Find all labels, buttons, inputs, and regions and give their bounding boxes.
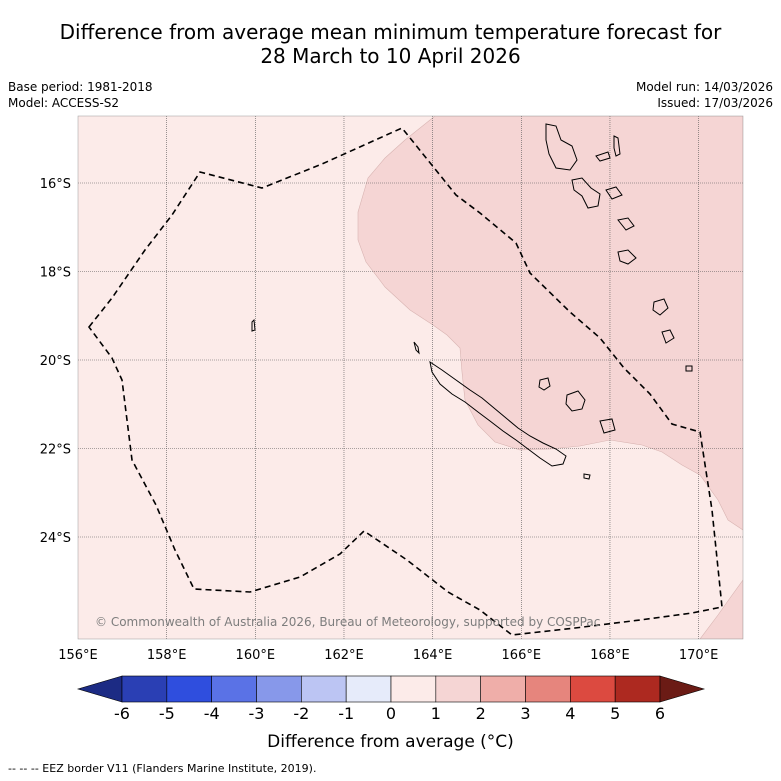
malekula-coast [571,177,601,209]
model-run: Model run: 14/03/2026 [635,80,773,94]
colorbar-segment [345,675,392,703]
longitude-tick-label: 156°E [58,648,98,663]
colorbar-segment [614,675,661,703]
futuna-coast [685,365,693,372]
longitude-tick-label: 162°E [324,648,364,663]
latitude-tick-label: 22°S [40,443,71,458]
walpole-coast [583,473,591,480]
colorbar-tick-label: -3 [249,704,265,723]
belep-islands-coast [413,341,420,355]
coastlines [251,123,693,480]
colorbar-tick-label: -2 [293,704,309,723]
colorbar-tick-label: 3 [520,704,530,723]
colorbar-tick-label: -5 [159,704,175,723]
colorbar-tick-label: 0 [386,704,396,723]
chesterfield-reef-coast [251,318,256,332]
tanna-coast [652,298,669,316]
colorbar-segment [121,675,168,703]
latitude-tick-label: 24°S [40,531,71,546]
colorbar-tick-label: 2 [476,704,486,723]
ouvea-coast [538,377,551,391]
lifou-coast [565,390,586,412]
colorbar: -6 -5 -4 -3 -2 -1 0 1 2 3 4 5 6 [76,675,706,723]
colorbar-tick-label: 6 [655,704,665,723]
longitude-labels: 156°E 158°E 160°E 162°E 164°E 166°E 168°E 170°E [58,648,718,663]
meta-left: Base period: 1981-2018 Model: ACCESS-S2 [8,79,153,111]
colorbar-extension-high [659,675,706,703]
longitude-tick-label: 170°E [679,648,719,663]
colorbar-tick-label: 5 [610,704,620,723]
latitude-labels: 16°S 18°S 20°S 22°S 24°S [40,177,71,546]
meta-right: Model run: 14/03/2026 Issued: 17/03/2026 [636,79,773,111]
colorbar-segment [435,675,481,703]
eez-footnote: -- -- -- EEZ border V11 (Flanders Marine… [8,762,317,775]
maewo-coast [613,135,621,157]
longitude-tick-label: 168°E [590,648,630,663]
new-caledonia-coast [429,360,567,467]
ambae-coast [595,151,611,162]
colorbar-extension-low [76,675,123,703]
colorbar-tick-label: -1 [338,704,354,723]
base-period: Base period: 1981-2018 [8,80,153,94]
model-name: Model: ACCESS-S2 [8,96,120,110]
copyright-notice: © Commonwealth of Australia 2026, Bureau… [95,615,600,629]
map-title: Difference from average mean minimum tem… [0,20,781,68]
latitude-tick-label: 20°S [40,354,71,369]
longitude-tick-label: 164°E [413,648,453,663]
aneityum-coast [661,329,675,344]
colorbar-tick-label: -6 [114,704,130,723]
espiritu-santo-coast [545,123,578,171]
colorbar-tick-label: 4 [565,704,575,723]
efate-coast [617,217,635,231]
latitude-tick-label: 16°S [40,177,71,192]
colorbar-tick-label: 1 [431,704,441,723]
colorbar-segment [166,675,212,703]
map-frame [77,115,744,640]
eez-border [87,127,723,636]
mare-coast [599,418,616,434]
colorbar-segment [525,675,571,703]
map-plot: © Commonwealth of Australia 2026, Bureau… [78,116,743,639]
title-line-2: 28 March to 10 April 2026 [260,44,521,68]
longitude-tick-label: 158°E [147,648,187,663]
epi-coast [605,186,623,200]
anomaly-band-1-to-2-north-east [357,116,743,531]
latitude-tick-label: 18°S [40,266,71,281]
anomaly-band-1-to-2-south-east [699,579,743,639]
colorbar-segment [211,675,257,703]
colorbar-label: Difference from average (°C) [267,732,514,752]
erromango-coast [617,249,637,265]
longitude-tick-label: 160°E [236,648,276,663]
title-line-1: Difference from average mean minimum tem… [59,20,722,44]
colorbar-segment [256,675,302,703]
issued-date: Issued: 17/03/2026 [657,96,773,110]
longitude-tick-label: 166°E [502,648,542,663]
colorbar-tick-label: -4 [204,704,220,723]
colorbar-segment [570,675,616,703]
graticule [78,116,743,639]
colorbar-segment [301,675,347,703]
colorbar-segment [390,675,437,703]
colorbar-segment [480,675,526,703]
